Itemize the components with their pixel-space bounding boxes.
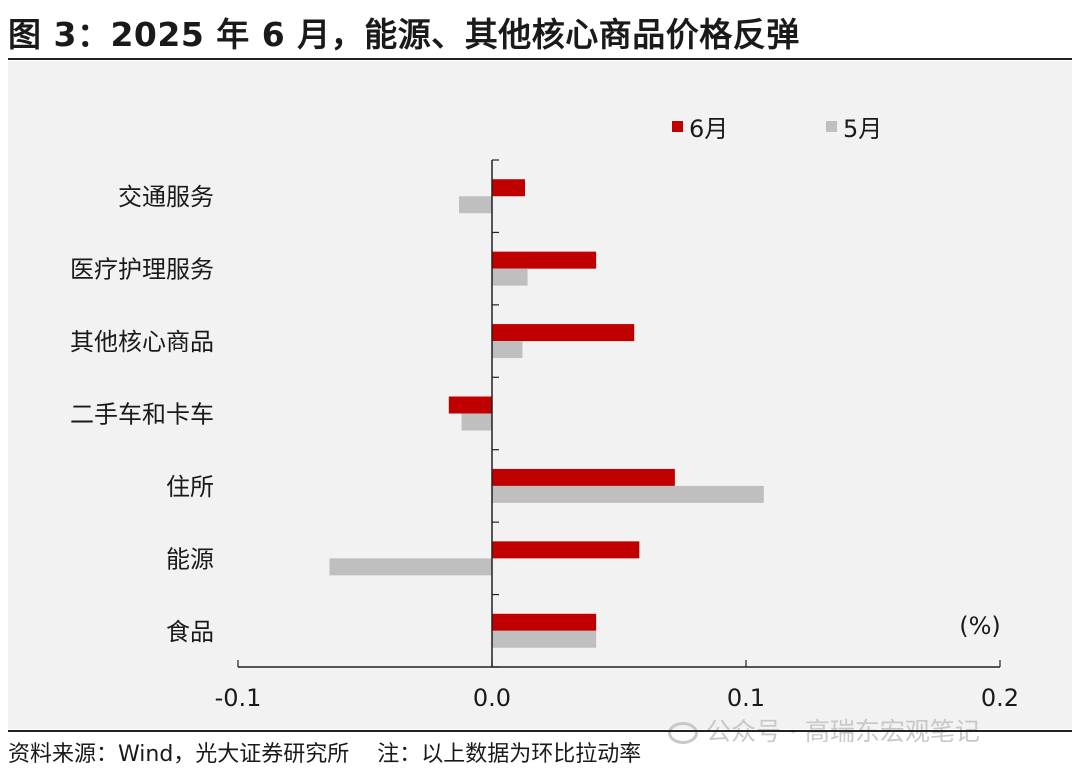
bar-jun-5	[492, 541, 640, 559]
category-label: 能源	[166, 545, 214, 573]
bar-jun-4	[492, 468, 675, 486]
bar-may-3	[461, 413, 492, 431]
legend-label-may: 5月	[843, 115, 882, 143]
bar-jun-6	[492, 613, 597, 631]
category-label: 其他核心商品	[70, 328, 214, 356]
bar-jun-1	[492, 251, 597, 269]
legend-label-jun: 6月	[689, 115, 728, 143]
bar-may-5	[329, 558, 492, 576]
wechat-icon	[668, 722, 698, 744]
x-tick-label: 0.1	[727, 684, 765, 712]
legend-swatch-jun	[672, 121, 683, 132]
category-label: 医疗护理服务	[70, 256, 214, 284]
bar-may-6	[492, 630, 597, 648]
footer-divider	[8, 730, 1072, 732]
title-divider	[8, 58, 1072, 60]
bar-may-2	[492, 341, 523, 359]
note-text: 注：以上数据为环比拉动率	[377, 742, 642, 767]
bar-may-4	[492, 485, 764, 503]
source-text: 资料来源：Wind，光大证券研究所	[8, 742, 350, 767]
category-label: 交通服务	[118, 183, 214, 211]
x-tick-label: 0.2	[981, 684, 1019, 712]
x-tick-label: 0.0	[473, 684, 511, 712]
bar-jun-3	[448, 396, 492, 414]
category-label: 食品	[166, 618, 214, 646]
legend-swatch-may	[826, 121, 837, 132]
category-label: 二手车和卡车	[70, 401, 214, 429]
bar-jun-0	[492, 179, 526, 197]
bar-jun-2	[492, 324, 635, 342]
x-tick-label: -0.1	[215, 684, 262, 712]
category-label: 住所	[166, 473, 214, 501]
chart-title: 图 3：2025 年 6 月，能源、其他核心商品价格反弹	[8, 15, 800, 54]
bar-may-1	[492, 268, 528, 286]
footer: 资料来源：Wind，光大证券研究所 注：以上数据为环比拉动率	[8, 736, 641, 768]
bar-may-0	[458, 196, 492, 214]
unit-label: (%)	[959, 612, 1001, 640]
